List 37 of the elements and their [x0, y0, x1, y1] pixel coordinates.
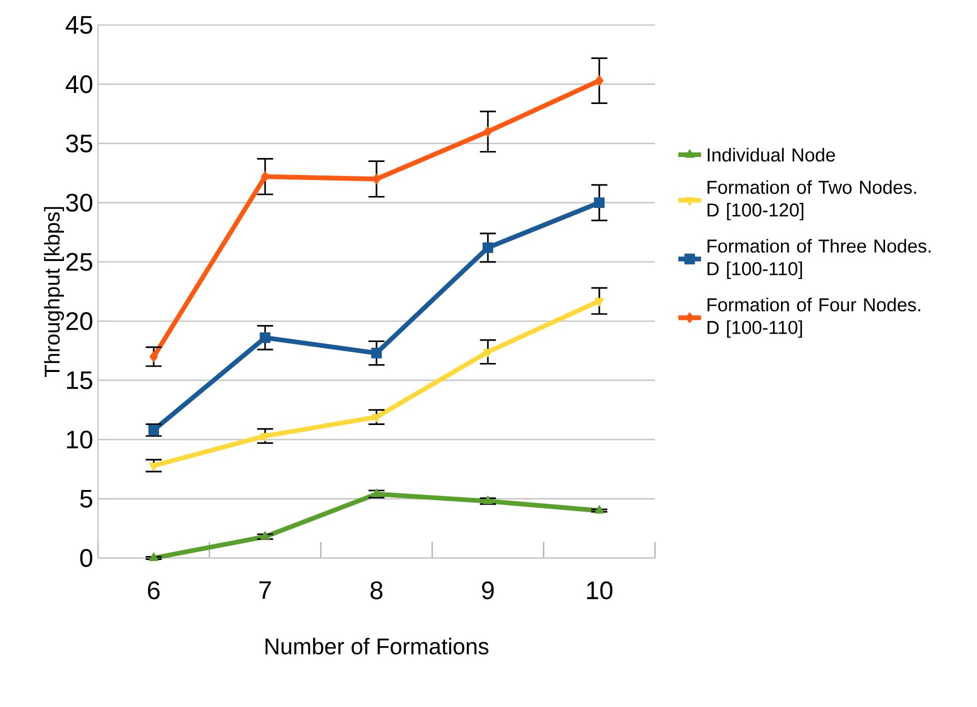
y-tick-label: 40 — [66, 75, 92, 94]
point — [260, 171, 270, 182]
y-axis-title: Throughput [kbps] — [44, 207, 64, 377]
x-tick-label: 6 — [148, 581, 160, 600]
point — [594, 197, 605, 208]
point — [484, 126, 492, 137]
x-tick-label: 10 — [587, 581, 612, 600]
y-tick-label: 45 — [66, 16, 92, 34]
y-tick-label: 30 — [66, 194, 92, 212]
point — [371, 348, 382, 358]
y-tick-label: 25 — [66, 252, 92, 271]
y-tick-label: 0 — [80, 549, 92, 567]
point — [148, 424, 160, 436]
y-tick-label: 35 — [66, 134, 92, 152]
y-tick-label: 5 — [80, 490, 92, 508]
x-tick-label: 8 — [370, 581, 382, 600]
point — [260, 531, 270, 540]
point — [372, 174, 381, 184]
x-tick-label: 9 — [482, 581, 494, 600]
point — [148, 552, 158, 561]
point — [372, 488, 382, 498]
y-tick-label: 10 — [67, 430, 92, 449]
point — [594, 505, 604, 514]
point — [594, 298, 604, 306]
x-axis-title: Number of Formations — [266, 638, 488, 654]
legend-label: Formation of Three Nodes. D [100-110] — [708, 238, 931, 280]
point — [595, 75, 604, 86]
y-tick-label: 15 — [67, 372, 92, 390]
legend-label: Individual Node — [708, 148, 835, 162]
point — [482, 242, 494, 254]
point — [483, 496, 493, 504]
point — [150, 351, 158, 362]
point — [260, 332, 270, 344]
legend-label: Formation of Four Nodes. D [100-110] — [708, 298, 920, 338]
y-tick-label: 20 — [66, 312, 92, 330]
x-tick-label: 7 — [259, 581, 271, 599]
legend-label: Formation of Two Nodes. D [100-120] — [708, 180, 916, 220]
